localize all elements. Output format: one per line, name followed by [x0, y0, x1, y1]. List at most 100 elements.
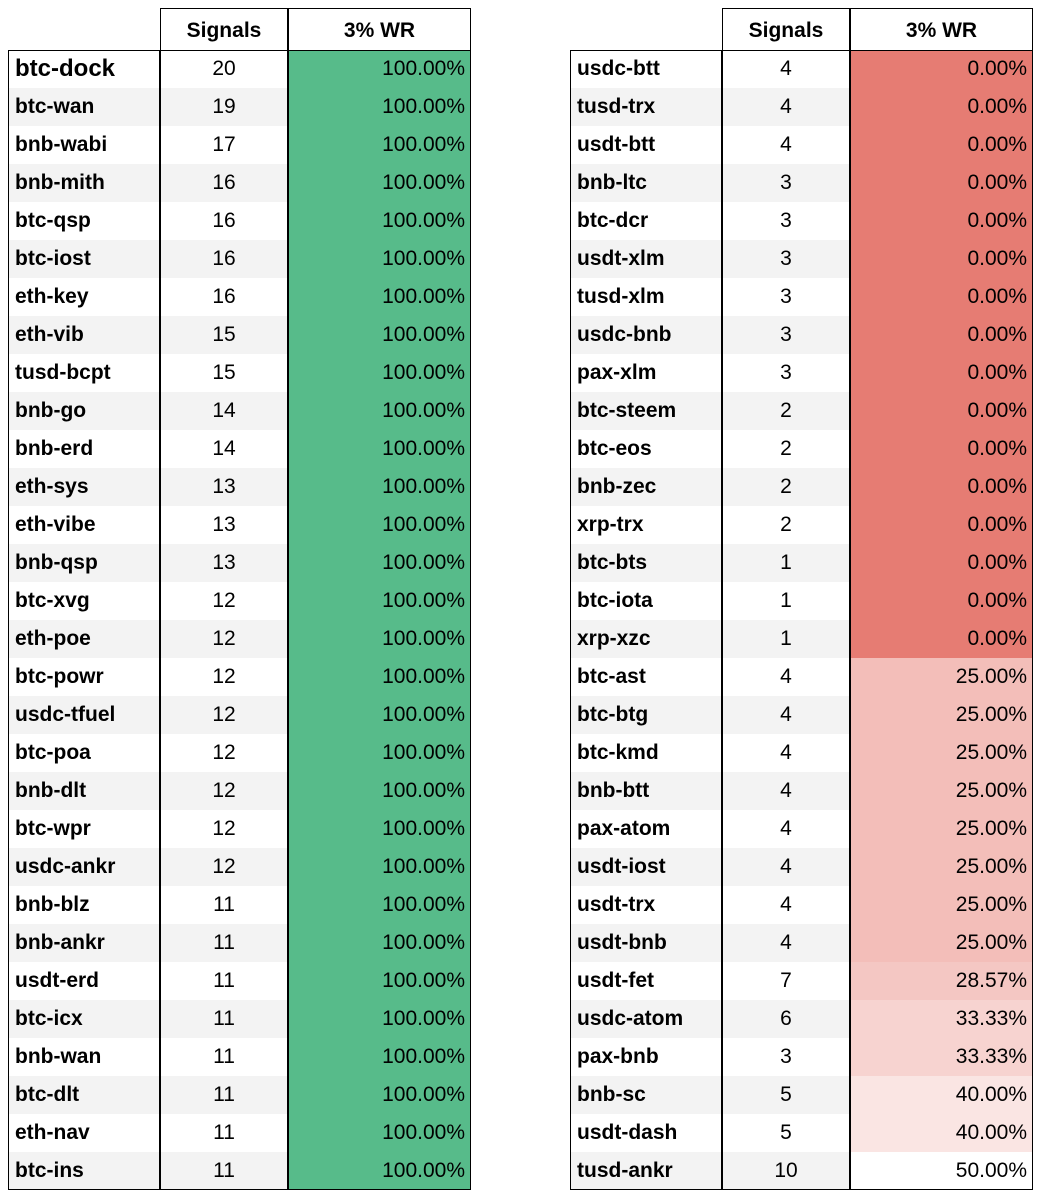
- header-cell: 3% WR: [288, 8, 471, 50]
- win-rate: 100.00%: [288, 962, 471, 1000]
- win-rate: 100.00%: [288, 202, 471, 240]
- pair-name: btc-qsp: [8, 202, 160, 240]
- signals: 12: [160, 620, 288, 658]
- win-rate: 100.00%: [288, 240, 471, 278]
- signals: 11: [160, 962, 288, 1000]
- signals: 11: [160, 1114, 288, 1152]
- win-rate: 25.00%: [850, 696, 1033, 734]
- signals: 4: [722, 658, 850, 696]
- win-rate: 100.00%: [288, 278, 471, 316]
- signals: 13: [160, 468, 288, 506]
- pair-name: tusd-xlm: [570, 278, 722, 316]
- pair-name: btc-ast: [570, 658, 722, 696]
- signals: 4: [722, 88, 850, 126]
- win-rate: 33.33%: [850, 1000, 1033, 1038]
- pair-name: btc-icx: [8, 1000, 160, 1038]
- win-rate: 25.00%: [850, 734, 1033, 772]
- signals: 15: [160, 354, 288, 392]
- table-right: Signals 3% WR usdc-btt 4 0.00% tusd-trx 4 0.00%…: [570, 8, 1033, 1190]
- table-left: Signals 3% WR btc-dock 20 100.00% btc-wan 19 10…: [8, 8, 471, 1190]
- pair-name: usdt-dash: [570, 1114, 722, 1152]
- pair-name: btc-kmd: [570, 734, 722, 772]
- signals: 4: [722, 848, 850, 886]
- pair-name: bnb-erd: [8, 430, 160, 468]
- signals: 3: [722, 1038, 850, 1076]
- pair-name: usdt-fet: [570, 962, 722, 1000]
- signals: 1: [722, 544, 850, 582]
- win-rate: 100.00%: [288, 696, 471, 734]
- win-rate: 100.00%: [288, 126, 471, 164]
- signals: 12: [160, 848, 288, 886]
- header-cell: Signals: [722, 8, 850, 50]
- signals: 5: [722, 1114, 850, 1152]
- pair-name: btc-dcr: [570, 202, 722, 240]
- pair-name: bnb-sc: [570, 1076, 722, 1114]
- pair-name: usdt-xlm: [570, 240, 722, 278]
- pair-name: tusd-trx: [570, 88, 722, 126]
- pair-name: eth-poe: [8, 620, 160, 658]
- pair-name: usdc-btt: [570, 50, 722, 88]
- pair-name: eth-nav: [8, 1114, 160, 1152]
- pair-name: usdt-erd: [8, 962, 160, 1000]
- win-rate: 0.00%: [850, 278, 1033, 316]
- signals: 10: [722, 1152, 850, 1190]
- pair-name: pax-atom: [570, 810, 722, 848]
- win-rate: 40.00%: [850, 1114, 1033, 1152]
- signals: 13: [160, 544, 288, 582]
- signals: 14: [160, 392, 288, 430]
- win-rate: 25.00%: [850, 924, 1033, 962]
- signals: 11: [160, 1076, 288, 1114]
- signals: 3: [722, 202, 850, 240]
- signals: 4: [722, 772, 850, 810]
- signals: 5: [722, 1076, 850, 1114]
- win-rate: 100.00%: [288, 886, 471, 924]
- signals: 16: [160, 240, 288, 278]
- signals: 15: [160, 316, 288, 354]
- signals: 19: [160, 88, 288, 126]
- pair-name: btc-poa: [8, 734, 160, 772]
- win-rate: 25.00%: [850, 848, 1033, 886]
- win-rate: 28.57%: [850, 962, 1033, 1000]
- pair-name: usdt-iost: [570, 848, 722, 886]
- win-rate: 100.00%: [288, 924, 471, 962]
- signals: 16: [160, 278, 288, 316]
- pair-name: btc-iost: [8, 240, 160, 278]
- signals: 1: [722, 582, 850, 620]
- win-rate: 0.00%: [850, 240, 1033, 278]
- pair-name: eth-key: [8, 278, 160, 316]
- pair-name: pax-xlm: [570, 354, 722, 392]
- signals: 16: [160, 164, 288, 202]
- signals: 11: [160, 924, 288, 962]
- win-rate: 0.00%: [850, 88, 1033, 126]
- pair-name: bnb-go: [8, 392, 160, 430]
- win-rate: 0.00%: [850, 164, 1033, 202]
- win-rate: 100.00%: [288, 734, 471, 772]
- pair-name: eth-sys: [8, 468, 160, 506]
- signals: 4: [722, 734, 850, 772]
- signals: 17: [160, 126, 288, 164]
- win-rate: 100.00%: [288, 430, 471, 468]
- win-rate: 0.00%: [850, 126, 1033, 164]
- win-rate: 100.00%: [288, 544, 471, 582]
- pair-name: bnb-btt: [570, 772, 722, 810]
- signals: 4: [722, 810, 850, 848]
- signals: 4: [722, 886, 850, 924]
- win-rate: 33.33%: [850, 1038, 1033, 1076]
- pair-name: bnb-blz: [8, 886, 160, 924]
- win-rate: 0.00%: [850, 392, 1033, 430]
- win-rate: 0.00%: [850, 202, 1033, 240]
- pair-name: btc-eos: [570, 430, 722, 468]
- win-rate: 0.00%: [850, 316, 1033, 354]
- win-rate: 100.00%: [288, 1000, 471, 1038]
- pair-name: bnb-mith: [8, 164, 160, 202]
- win-rate: 100.00%: [288, 620, 471, 658]
- pair-name: btc-wpr: [8, 810, 160, 848]
- pair-name: btc-xvg: [8, 582, 160, 620]
- signals: 3: [722, 240, 850, 278]
- pair-name: usdt-bnb: [570, 924, 722, 962]
- win-rate: 0.00%: [850, 354, 1033, 392]
- win-rate: 0.00%: [850, 620, 1033, 658]
- pair-name: tusd-ankr: [570, 1152, 722, 1190]
- signals: 2: [722, 392, 850, 430]
